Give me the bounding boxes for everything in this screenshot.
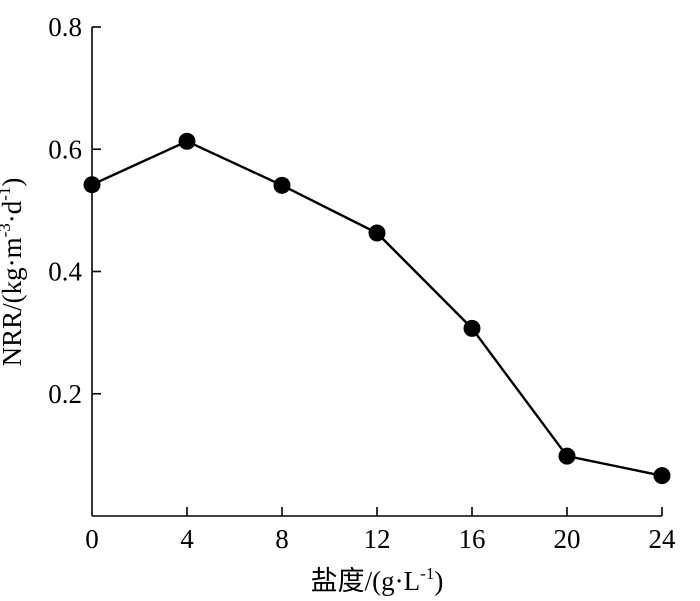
plot-area — [83, 132, 671, 485]
data-point — [368, 224, 386, 242]
x-tick-label: 4 — [180, 524, 194, 554]
y-tick-label: 0.8 — [48, 12, 82, 42]
data-point — [653, 467, 671, 485]
data-point — [178, 132, 196, 150]
data-point — [83, 176, 101, 194]
x-tick-label: 20 — [554, 524, 581, 554]
data-point — [273, 176, 291, 194]
x-tick-label: 0 — [85, 524, 99, 554]
x-axis-title: 盐度/(g·L-1) — [311, 564, 444, 596]
y-axis-title-mid: ·d — [0, 200, 27, 223]
series-line — [91, 139, 663, 477]
y-axis-title-main: NRR/(kg·m — [0, 237, 27, 366]
x-tick-label: 16 — [459, 524, 486, 554]
y-tick-label: 0.2 — [48, 379, 82, 409]
y-axis-title-close: ) — [0, 178, 27, 187]
x-axis-title-sup: -1 — [420, 564, 434, 583]
data-point — [558, 447, 576, 465]
y-ticks: 0.2 0.4 0.6 0.8 — [48, 12, 101, 409]
y-axis-title: NRR/(kg·m-3·d-1) — [0, 178, 27, 367]
y-tick-label: 0.4 — [48, 257, 82, 287]
x-tick-label: 24 — [649, 524, 677, 554]
data-point — [463, 319, 481, 337]
x-ticks: 0 4 8 12 16 20 24 — [85, 507, 676, 554]
y-axis-title-sup-1: -3 — [0, 223, 14, 237]
y-axis-title-sup-2: -1 — [0, 187, 14, 201]
x-axis-title-main: 盐度/(g·L — [311, 566, 420, 596]
x-tick-label: 8 — [275, 524, 289, 554]
x-tick-label: 12 — [364, 524, 391, 554]
x-axis-title-close: ) — [434, 566, 443, 596]
y-tick-label: 0.6 — [48, 134, 82, 164]
axes — [91, 27, 662, 517]
